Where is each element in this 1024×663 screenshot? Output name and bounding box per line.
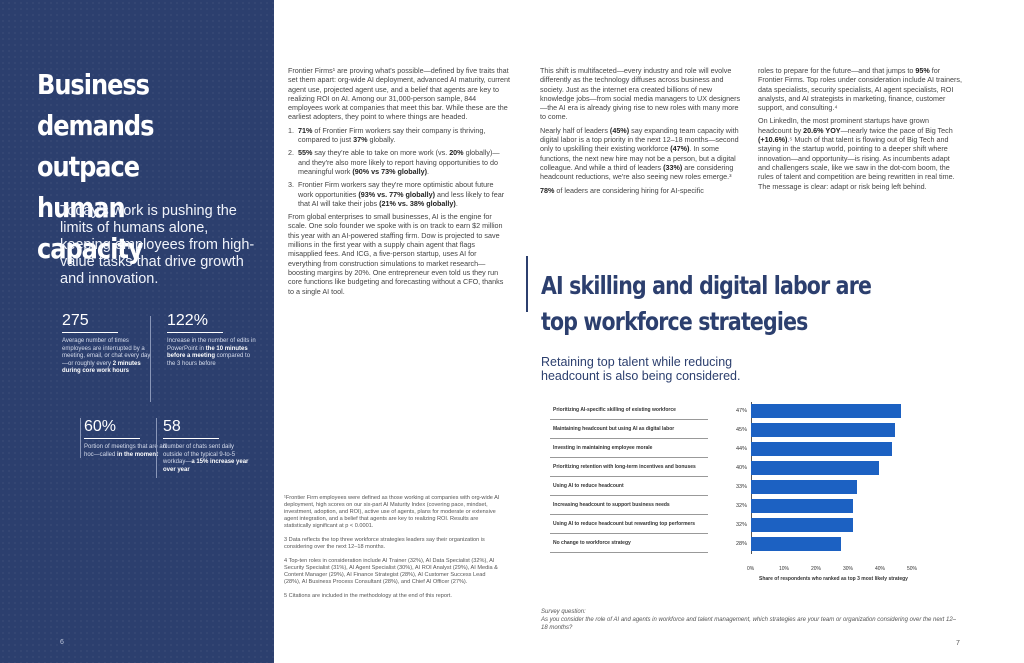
workforce-strategies-chart: Prioritizing AI-specific skilling of exi… [550,402,950,588]
body-paragraph: This shift is multifaceted—every industr… [540,66,741,122]
chart-category-label: Prioritizing AI-specific skilling of exi… [553,407,676,413]
footnote: ¹Frontier Firm employees were defined as… [284,495,500,529]
chart-row-rule [550,514,708,515]
right-column-b: roles to prepare for the future—and that… [758,66,963,195]
chart-value-label: 32% [736,522,748,528]
chart-row-rule [550,495,708,496]
survey-text: As you consider the role of AI and agent… [541,617,957,631]
intro-paragraph: Frontier Firms¹ are proving what's possi… [288,66,510,122]
survey-label: Survey question: [541,609,586,615]
list-item: 1. 71% of Frontier Firm workers say their… [288,125,486,145]
chart-value-label: 44% [736,446,748,452]
chart-category-label: Prioritizing retention with long-term in… [553,464,696,470]
chart-row-rule [550,419,708,420]
list-item: 2. 55% say they're able to take on more w… [288,148,500,176]
stat-desc: Portion of meetings that are ad hoc—call… [84,444,167,458]
left-panel: Business demands outpace human capacity … [0,0,274,663]
stat-desc: Average number of times employees are in… [62,338,151,375]
chart-tick-label: 0% [747,566,755,572]
chart-row-rule [550,533,708,534]
stat-chats: 58 Number of chats sent daily outside of… [163,418,253,474]
chart-row-rule [550,476,708,477]
chart-category-label: Maintaining headcount but using AI as di… [553,426,675,432]
divider [150,316,151,402]
chart-axis-title: Share of respondents who ranked as top 3… [759,576,908,582]
chart-bar [751,499,854,513]
chart-value-label: 47% [736,408,748,414]
chart-category-label: Using AI to reduce headcount [553,483,624,489]
chart-bar [751,480,857,494]
chart-value-label: 33% [736,484,748,490]
chart-row: Investing in maintaining employee morale… [550,440,950,458]
chart-tick-label: 10% [779,566,790,572]
chart-category-label: No change to workforce strategy [553,540,631,546]
chart-row: Increasing headcount to support business… [550,497,950,515]
chart-row: Prioritizing retention with long-term in… [550,459,950,477]
chart-row-rule [550,552,708,553]
stat-desc: Increase in the number of edits in Power… [167,338,256,367]
stat-desc: Number of chats sent daily outside of th… [163,444,249,473]
chart-bar [751,404,902,418]
footnote: 5 Citations are included in the methodol… [284,593,452,599]
chart-bar [751,423,895,437]
chart-tick-label: 50% [907,566,918,572]
chart-tick-label: 40% [875,566,886,572]
stat-value: 122% [167,312,223,333]
body-paragraph: Nearly half of leaders (45%) say expandi… [540,125,739,182]
page-number-right: 7 [956,640,960,647]
stat-interruptions: 275 Average number of times employees ar… [62,312,152,376]
chart-row-rule [550,457,708,458]
footnote: 4 Top-ten roles in consideration include… [284,558,498,585]
chart-bar [751,518,854,532]
chart-category-label: Investing in maintaining employee morale [553,445,653,451]
stat-ppt-edits: 122% Increase in the number of edits in … [167,312,257,368]
stat-adhoc-meetings: 60% Portion of meetings that are ad hoc—… [84,418,174,459]
chart-row: Maintaining headcount but using AI as di… [550,421,950,439]
chart-row: Using AI to reduce headcount but rewardi… [550,516,950,534]
chart-value-label: 45% [736,427,748,433]
chart-bar [751,442,892,456]
chart-tick-label: 20% [811,566,822,572]
chart-tick-label: 30% [843,566,854,572]
body-paragraph: 78% of leaders are considering hiring fo… [540,185,704,195]
page-number-left: 6 [60,639,64,646]
chart-value-label: 40% [736,465,748,471]
body-paragraph: On LinkedIn, the most prominent startups… [758,116,955,191]
footnotes: ¹Frontier Firm employees were defined as… [284,495,502,607]
stat-value: 58 [163,418,219,439]
chart-bar [751,537,841,551]
chart-bar [751,461,879,475]
chart-category-label: Using AI to reduce headcount but rewardi… [553,521,696,527]
chart-value-label: 32% [736,503,748,509]
chart-row: Using AI to reduce headcount 33% [550,478,950,496]
body-paragraph: roles to prepare for the future—and that… [758,66,963,113]
chart-category-label: Increasing headcount to support business… [553,502,670,508]
chart-axis-line [751,402,752,554]
middle-column: Frontier Firms¹ are proving what's possi… [288,66,510,300]
list-item: 3. Frontier Firm workers say they're more… [288,180,505,208]
section-subtitle: Retaining top talent while reducing head… [541,355,741,383]
hero-subtitle: Today's work is pushing the limits of hu… [60,203,255,287]
hero-title: Business demands outpace human capacity [37,68,154,265]
divider [156,418,157,478]
footnote: 3 Data reflects the top three workforce … [284,537,485,550]
stat-value: 60% [84,418,140,439]
section-accent-bar [526,256,528,312]
chart-row-rule [550,438,708,439]
findings-list: 1. 71% of Frontier Firm workers say their… [288,126,510,208]
divider [80,418,81,458]
chart-value-label: 28% [736,541,748,547]
survey-question: Survey question: As you consider the rol… [541,608,961,632]
section-title: AI skilling and digital labor are top wo… [541,271,872,336]
right-column-a: This shift is multifaceted—every industr… [540,66,745,199]
chart-row: Prioritizing AI-specific skilling of exi… [550,402,950,420]
chart-row: No change to workforce strategy 28% [550,535,950,553]
body-paragraph: From global enterprises to small busines… [288,212,504,296]
stat-value: 275 [62,312,118,333]
